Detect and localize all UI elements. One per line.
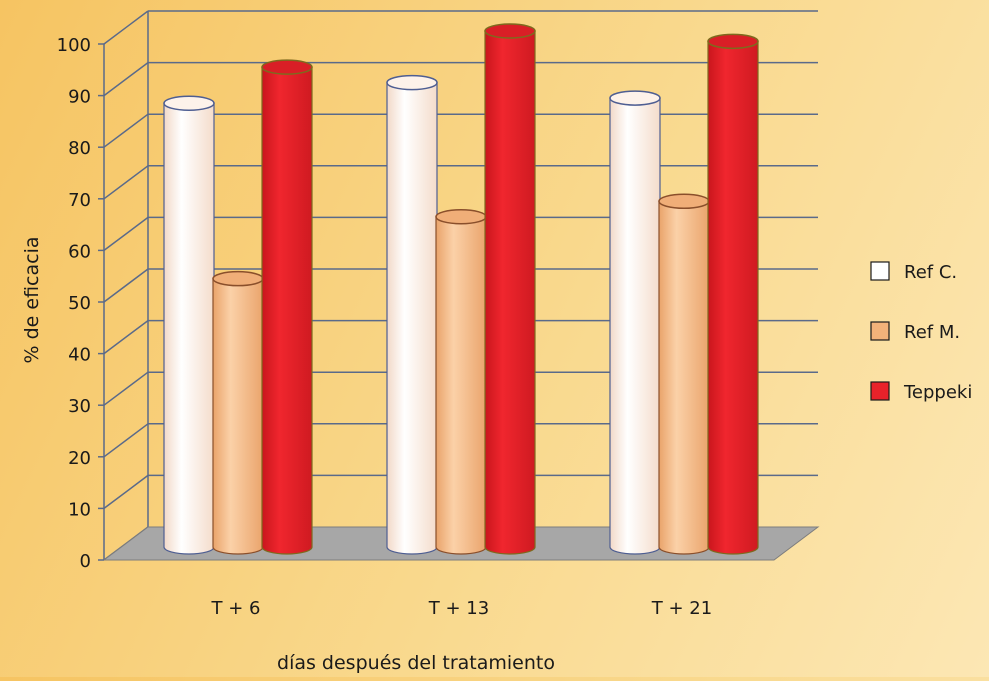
bar [212,270,264,555]
grid-diagonal [103,113,149,148]
y-tick-label: 100 [57,35,91,56]
y-tick-label: 90 [68,87,91,108]
bar [484,23,536,555]
grid-diagonal [103,371,149,406]
x-tick-label: T + 13 [428,598,489,619]
y-tick-label: 10 [68,499,91,520]
grid-diagonal [103,10,149,45]
legend-item: Ref M. [870,321,960,343]
legend-item: Teppeki [870,381,972,403]
legend-item: Ref C. [870,261,957,283]
bar-top [484,23,536,39]
bar-top [212,270,264,287]
bar-body [261,66,313,555]
legend: Ref C. Ref M. Teppeki [870,261,972,403]
y-tick-label: 80 [68,138,91,159]
bar-body [609,97,661,555]
grid-diagonal [103,474,149,509]
bar-top [386,74,438,91]
bar-top [609,90,661,106]
grid-diagonal [103,423,149,458]
bar-body [163,102,215,555]
bar-body [707,40,759,555]
y-tick-label: 30 [68,396,91,417]
bar-top [707,33,759,50]
bar-body [484,30,536,555]
legend-label: Teppeki [903,382,972,403]
bar [609,90,661,555]
legend-label: Ref M. [904,322,960,343]
bar-top [435,209,487,225]
bar-top [261,59,313,75]
bar-top [163,95,215,111]
y-tick-label: 20 [68,448,91,469]
bar [261,59,313,555]
y-tick-label: 50 [68,293,91,314]
y-tick-label: 70 [68,190,91,211]
y-tick-label: 0 [80,551,91,572]
grid-diagonal [103,61,149,97]
bar [707,33,759,555]
bar-top [658,193,710,210]
grid-diagonal [103,216,149,251]
bar-body [658,200,710,555]
bar [163,95,215,555]
legend-swatch [870,261,890,281]
legend-label: Ref C. [904,262,957,283]
y-tick-label: 60 [68,241,91,262]
bar-body [386,82,438,555]
bar [658,193,710,555]
grid-diagonal [103,268,149,303]
bar [435,209,487,555]
grid-diagonal [103,165,149,200]
grid-diagonal [103,320,149,355]
y-tick-label: 40 [68,345,91,366]
legend-swatch [870,321,890,341]
x-tick-label: T + 21 [651,598,712,619]
x-axis-label: días después del tratamiento [277,652,555,674]
bar [386,74,438,555]
y-axis-label: % de eficacia [21,237,43,364]
x-tick-label: T + 6 [211,598,261,619]
legend-swatch [870,381,890,401]
bar-body [435,216,487,555]
bar-body [212,278,264,555]
